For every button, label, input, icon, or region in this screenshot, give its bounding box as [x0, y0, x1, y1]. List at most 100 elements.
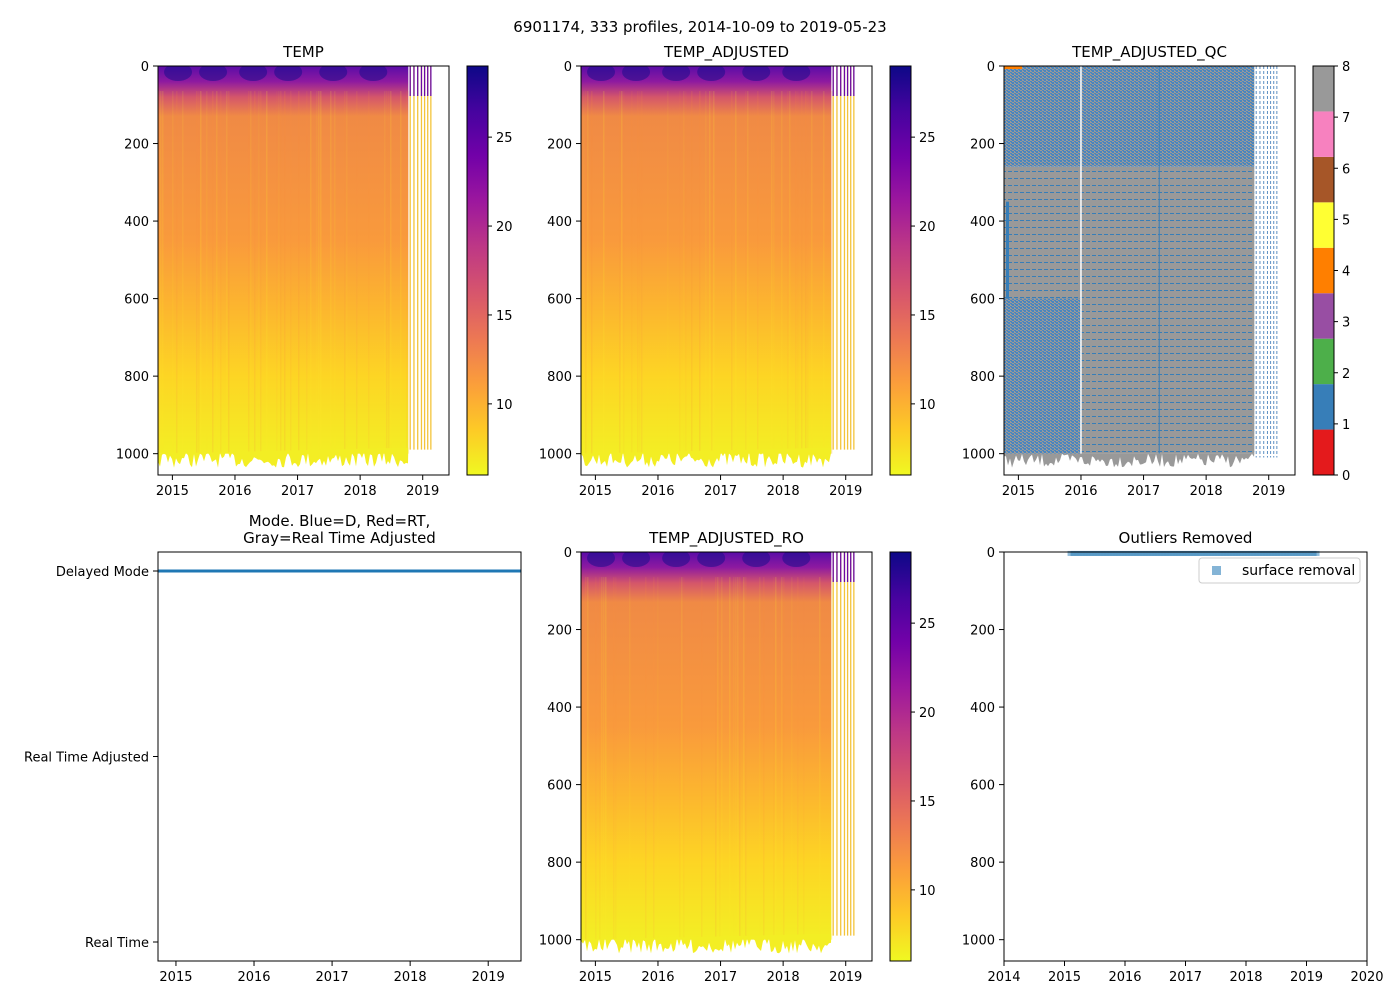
y-tick-label: 600 [970, 293, 995, 308]
x-tick-label: 2018 [394, 970, 427, 985]
profile-streak [737, 577, 739, 940]
y-tick-label: 200 [970, 624, 995, 639]
colorbar-tick-label: 8 [1342, 60, 1350, 75]
y-category-label: Delayed Mode [56, 565, 149, 580]
profile-streak [290, 91, 292, 454]
y-tick-label: 600 [547, 293, 572, 308]
temp-adjusted-colorbar: 10 15 20 25 [889, 65, 936, 476]
warm-surface-patch [782, 66, 811, 81]
profile-streak [679, 577, 681, 940]
profile-streak [631, 91, 633, 454]
x-tick-label: 2017 [1127, 484, 1160, 499]
temp-heatmap [158, 66, 432, 468]
profile-streak [306, 91, 308, 454]
y-tick-label: 400 [970, 215, 995, 230]
profile-streak [583, 91, 585, 454]
colorbar-tick-label: 15 [919, 795, 936, 810]
bottom-profiles [158, 447, 409, 468]
x-tick-label: 2014 [987, 970, 1020, 985]
colorbar-tick-label: 25 [496, 131, 513, 146]
profile-streak [797, 91, 799, 454]
warm-surface-patch [697, 66, 726, 81]
x-tick-label: 2020 [1350, 970, 1383, 985]
y-category-label: Real Time [85, 936, 149, 951]
profile-streak [637, 91, 639, 454]
profile-streak [739, 577, 741, 940]
profile-streak [615, 577, 617, 940]
colorbar-gradient [889, 551, 912, 962]
y-category-label: Real Time Adjusted [24, 751, 149, 766]
profile-streak [823, 91, 825, 454]
y-tick-label: 800 [970, 856, 995, 871]
bottom-profiles [581, 447, 832, 468]
x-tick-label: 2015 [159, 970, 192, 985]
profile-streak [587, 577, 589, 940]
temp-adjusted-qc-title: TEMP_ADJUSTED_QC [1071, 43, 1227, 62]
profile-streak [773, 577, 775, 940]
profile-streak [162, 91, 164, 454]
temp-adjusted-ro-title: TEMP_ADJUSTED_RO [648, 529, 804, 548]
x-tick-label: 2018 [1229, 970, 1262, 985]
heatmap-body [581, 552, 855, 954]
y-tick-label: 400 [124, 215, 149, 230]
x-tick-label: 2017 [704, 970, 737, 985]
warm-surface-patch [239, 66, 268, 81]
qc-colorbar-segment [1313, 429, 1334, 475]
profile-streak [176, 91, 178, 454]
warm-surface-patch [622, 552, 651, 567]
profile-streak [585, 91, 587, 454]
profile-streak [346, 91, 348, 454]
x-tick-label: 2019 [472, 970, 505, 985]
profile-streak [653, 577, 655, 940]
profile-streak [717, 577, 719, 940]
qc-colorbar-segment [1313, 156, 1334, 203]
profile-streak [759, 577, 761, 940]
x-tick-label: 2015 [156, 484, 189, 499]
warm-surface-patch [587, 552, 616, 567]
x-tick-label: 2016 [641, 970, 674, 985]
profile-streak [585, 577, 587, 940]
colorbar-tick-label: 10 [496, 398, 513, 413]
colorbar-tick-label: 15 [496, 309, 513, 324]
outliers-plot [1067, 550, 1320, 556]
warm-surface-patch [742, 66, 771, 81]
profile-streak [803, 577, 805, 940]
profile-streak [408, 91, 410, 454]
y-tick-label: 0 [987, 546, 995, 561]
qc-colorbar-segment [1313, 111, 1334, 157]
y-tick-label: 400 [547, 215, 572, 230]
profile-streak [811, 91, 813, 454]
profile-streak [657, 577, 659, 940]
x-tick-label: 2017 [281, 484, 314, 499]
y-tick-label: 200 [970, 138, 995, 153]
mode-panel: Mode. Blue=D, Red=RT, Gray=Real Time Adj… [24, 512, 522, 985]
profile-streak [701, 577, 703, 940]
outliers-x-axis: 2014 2015 2016 2017 2018 2019 2020 [987, 961, 1384, 985]
temp-x-axis: 2015 2016 2017 2018 2019 [156, 475, 439, 499]
x-tick-label: 2016 [1108, 970, 1141, 985]
temp-adjusted-qc-axes-frame [1003, 65, 1296, 476]
profile-streak [763, 577, 765, 940]
y-tick-label: 800 [970, 370, 995, 385]
profile-streak [713, 91, 715, 454]
profile-streak [699, 91, 701, 454]
profile-streak [629, 577, 631, 940]
profile-streak [298, 91, 300, 454]
temp-adjusted-qc-y-axis: 0 200 400 600 800 1000 [962, 60, 1004, 463]
profile-streak [254, 91, 256, 454]
profile-streak [645, 577, 647, 940]
temp-axes-frame [157, 65, 450, 476]
profile-streak [819, 577, 821, 940]
profile-streak [641, 91, 643, 454]
profile-streak [172, 91, 174, 454]
colorbar-tick-label: 20 [496, 220, 513, 235]
warm-surface-patch [274, 66, 303, 81]
mode-x-axis: 2015 2016 2017 2018 2019 [159, 961, 505, 985]
profile-streak [599, 577, 601, 940]
y-tick-label: 1000 [539, 934, 572, 949]
profile-streak [807, 91, 809, 454]
profile-streak [310, 91, 312, 454]
colorbar-tick-label: 5 [1342, 213, 1350, 228]
profile-streak [711, 91, 713, 454]
colorbar-gradient [466, 65, 489, 476]
